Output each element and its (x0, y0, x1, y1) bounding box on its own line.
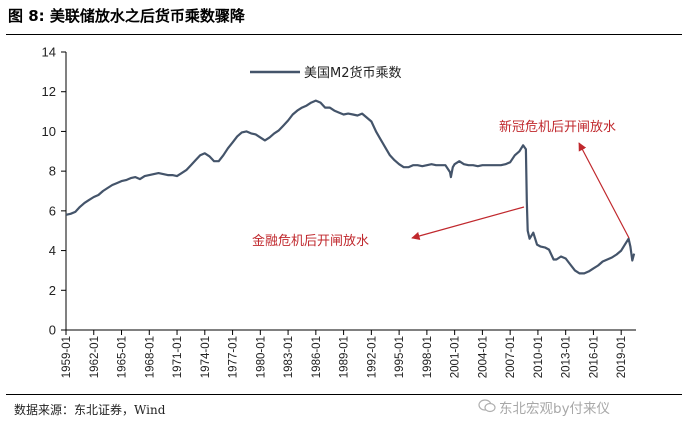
figure-header (6, 4, 682, 35)
x-tick-label: 2010-01 (533, 336, 545, 378)
x-tick-label: 1989-01 (339, 336, 351, 378)
series-line-m2-multiplier (65, 99, 636, 275)
source-divider (6, 394, 682, 395)
x-tick-label: 1992-01 (366, 336, 378, 378)
y-tick-label: 12 (42, 84, 56, 99)
data-source-note: 数据来源：东北证券，Wind (14, 403, 166, 417)
x-tick-label: 2001-01 (450, 336, 462, 378)
y-axis-ticks: 0 2 4 6 8 10 12 14 (42, 45, 66, 338)
chart-axes (65, 52, 636, 331)
annotation-covid-easing: 新冠危机后开闸放水 (499, 119, 616, 135)
x-tick-label: 1995-01 (394, 336, 406, 378)
x-tick-label: 1962-01 (89, 336, 101, 378)
x-tick-label: 1971-01 (172, 336, 184, 378)
y-tick-label: 6 (49, 203, 56, 218)
wechat-icon (478, 399, 496, 413)
annotation-arrow-gfc (411, 206, 525, 241)
x-tick-label: 2019-01 (616, 336, 628, 378)
x-tick-label: 1980-01 (255, 336, 267, 378)
x-tick-label: 1998-01 (422, 336, 434, 378)
x-tick-label: 1959-01 (61, 336, 73, 378)
x-tick-label: 1977-01 (228, 336, 240, 378)
legend-label: 美国M2货币乘数 (304, 65, 402, 81)
x-tick-label: 1965-01 (117, 336, 129, 378)
y-tick-label: 14 (42, 45, 56, 60)
y-tick-label: 2 (49, 283, 56, 298)
y-tick-label: 10 (42, 124, 56, 139)
y-tick-label: 0 (49, 323, 56, 338)
y-tick-label: 4 (49, 243, 56, 258)
x-tick-label: 1983-01 (283, 336, 295, 378)
annotation-gfc-easing: 金融危机后开闸放水 (252, 233, 369, 249)
x-tick-label: 2013-01 (561, 336, 573, 378)
x-tick-label: 2007-01 (505, 336, 517, 378)
x-tick-label: 1974-01 (200, 336, 212, 378)
legend: 美国M2货币乘数 (250, 65, 402, 81)
x-tick-label: 1986-01 (311, 336, 323, 378)
annotation-arrow-covid (578, 142, 630, 239)
x-tick-label: 2004-01 (477, 336, 489, 378)
x-axis-ticks: 1959-01 1962-01 1965-01 1968-01 1971-01 1974-… (61, 330, 628, 378)
watermark-text: 东北宏观by付来仪 (499, 401, 611, 417)
y-tick-label: 8 (49, 164, 56, 179)
x-tick-label: 1968-01 (144, 336, 156, 378)
x-tick-label: 2016-01 (588, 336, 600, 378)
annotations: 新冠危机后开闸放水 金融危机后开闸放水 (252, 119, 630, 249)
figure-title: 图 8: 美联储放水之后货币乘数骤降 (8, 7, 245, 25)
